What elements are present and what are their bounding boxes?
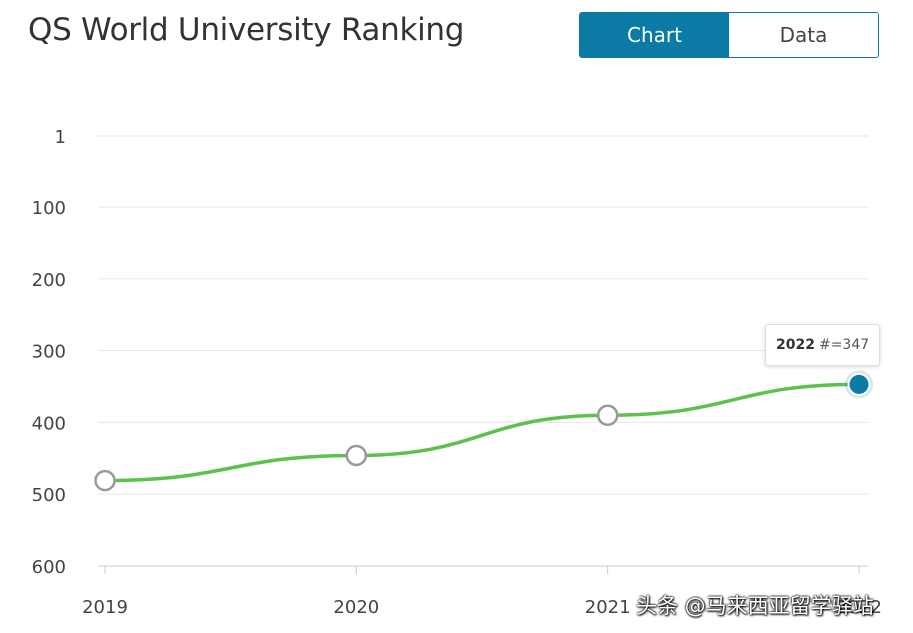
data-point-tooltip: 2022 #=347	[765, 324, 881, 366]
y-tick-label-300: 300	[32, 342, 66, 363]
y-tick-label-500: 500	[32, 485, 66, 506]
y-tick-label-200: 200	[32, 270, 66, 291]
data-tab-button[interactable]: Data	[729, 13, 878, 57]
tooltip-value: #=347	[818, 337, 870, 353]
y-tick-label-1: 1	[55, 127, 66, 148]
tooltip-year: 2022	[776, 337, 815, 353]
watermark-text: 头条 @马来西亚留学驿站	[636, 594, 874, 618]
chart-data-points	[94, 370, 873, 492]
chart-gridlines	[98, 135, 868, 567]
y-tick-label-600: 600	[32, 557, 66, 578]
chart-tab-button[interactable]: Chart	[580, 13, 729, 57]
series-line	[103, 382, 861, 483]
chart-series-line-group	[103, 382, 861, 483]
page-title: QS World University Ranking	[28, 12, 465, 48]
chart-x-axis: 2019 2020 2021 2022	[82, 566, 882, 618]
chart-y-tick-labels: 1 100 200 300 400 500 600	[32, 127, 66, 578]
x-tick-label-2021: 2021	[585, 597, 631, 618]
data-point-2020[interactable]	[345, 444, 368, 467]
x-tick-label-2019: 2019	[82, 597, 128, 618]
data-point-2019[interactable]	[94, 469, 116, 492]
y-tick-label-100: 100	[32, 198, 66, 219]
x-tick-label-2020: 2020	[333, 597, 379, 618]
data-point-2021[interactable]	[596, 404, 619, 426]
x-tick-label-2022: 2022	[836, 597, 882, 618]
view-toggle: Chart Data	[579, 12, 879, 58]
data-point-2022[interactable]	[847, 372, 871, 396]
y-tick-label-400: 400	[32, 413, 66, 434]
